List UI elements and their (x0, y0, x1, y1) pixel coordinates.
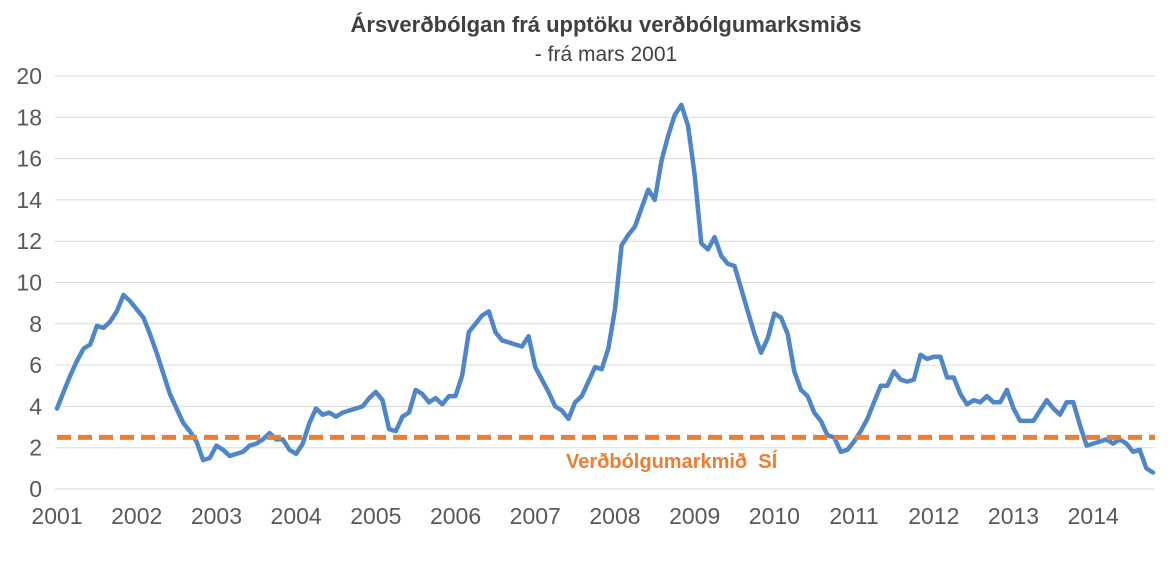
y-tick-label: 8 (29, 311, 42, 337)
x-tick-label: 2009 (669, 503, 720, 529)
x-tick-label: 2014 (1068, 503, 1119, 529)
target-line-label: Verðbólgumarkmið SÍ (566, 451, 778, 473)
y-tick-label: 4 (29, 393, 42, 419)
y-tick-label: 14 (16, 187, 42, 213)
chart-title: Ársverðbólgan frá upptöku verðbólgumarks… (350, 12, 862, 37)
x-tick-label: 2003 (191, 503, 242, 529)
x-tick-label: 2007 (510, 503, 561, 529)
y-tick-label: 0 (29, 476, 42, 502)
x-tick-label: 2005 (350, 503, 401, 529)
x-tick-label: 2004 (271, 503, 322, 529)
x-tick-label: 2008 (589, 503, 640, 529)
x-tick-label: 2011 (829, 503, 878, 529)
x-tick-label: 2006 (430, 503, 481, 529)
x-tick-label: 2002 (111, 503, 162, 529)
y-tick-label: 12 (16, 228, 42, 254)
x-tick-label: 2013 (988, 503, 1039, 529)
y-tick-label: 16 (16, 146, 42, 172)
inflation-line (54, 102, 1156, 475)
y-tick-label: 10 (16, 270, 42, 296)
y-tick-label: 6 (29, 352, 42, 378)
y-tick-label: 20 (16, 63, 42, 89)
x-tick-label: 2010 (749, 503, 800, 529)
y-tick-label: 2 (29, 435, 42, 461)
x-tick-label: 2001 (31, 503, 82, 529)
chart-subtitle: - frá mars 2001 (534, 43, 678, 66)
y-tick-label: 18 (16, 104, 42, 130)
x-tick-label: 2012 (908, 503, 959, 529)
